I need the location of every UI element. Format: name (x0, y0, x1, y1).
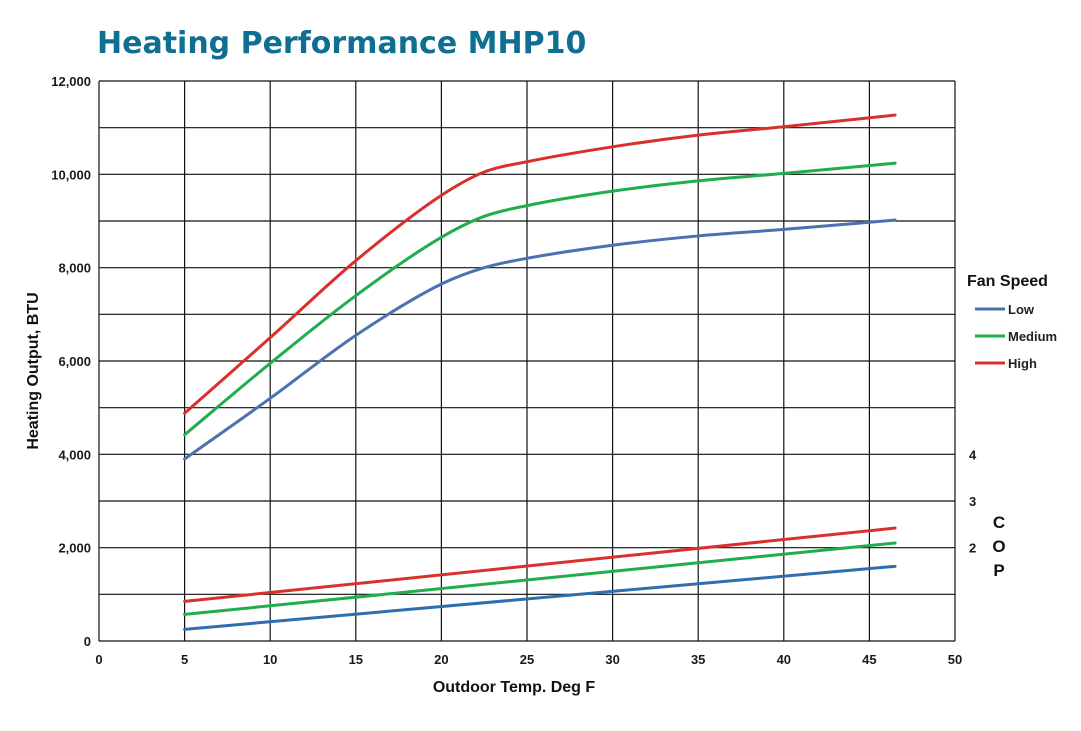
chart-axes: 0 5 10 15 20 25 30 35 40 45 50 0 2,000 4,000 6,000 8,00… (25, 74, 1006, 696)
y-tick-label: 6,000 (58, 354, 91, 369)
x-tick-label: 20 (434, 652, 448, 667)
y-tick-label: 8,000 (58, 261, 91, 276)
series-line-medium-btu (183, 161, 897, 437)
x-tick-label: 50 (948, 652, 962, 667)
y-axis-title: Heating Output, BTU (25, 292, 42, 449)
chart-legend: Fan Speed Low Medium High (967, 273, 1057, 371)
x-tick-label: 30 (605, 652, 619, 667)
series-line-medium-cop (183, 541, 897, 616)
y-tick-label: 10,000 (51, 167, 91, 182)
x-tick-label: 5 (181, 652, 188, 667)
x-tick-label: 25 (520, 652, 534, 667)
cop-tick-label: 4 (969, 447, 977, 462)
legend-label-high: High (1008, 356, 1037, 371)
x-tick-label: 45 (862, 652, 876, 667)
cop-axis-title-letter: C (993, 513, 1005, 532)
series-line-low-cop (183, 564, 897, 631)
legend-title: Fan Speed (967, 273, 1048, 290)
chart-grid (98, 80, 956, 642)
cop-axis-title-letter: P (993, 561, 1004, 580)
x-tick-label: 15 (349, 652, 363, 667)
x-axis-title: Outdoor Temp. Deg F (433, 679, 596, 696)
legend-label-medium: Medium (1008, 329, 1057, 344)
cop-tick-label: 3 (969, 494, 976, 509)
series-line-high-btu (183, 113, 897, 415)
y-tick-label: 0 (84, 634, 91, 649)
y-tick-label: 12,000 (51, 74, 91, 89)
series-line-low-btu (183, 218, 897, 461)
y-tick-label: 4,000 (58, 447, 91, 462)
x-tick-label: 40 (777, 652, 791, 667)
cop-tick-label: 2 (969, 541, 976, 556)
chart-title: Heating Performance MHP10 (97, 26, 586, 61)
x-tick-label: 10 (263, 652, 277, 667)
legend-label-low: Low (1008, 302, 1035, 317)
cop-axis-title-letter: O (992, 537, 1005, 556)
y-tick-label: 2,000 (58, 541, 91, 556)
x-tick-label: 35 (691, 652, 705, 667)
x-tick-label: 0 (95, 652, 102, 667)
series-line-high-cop (183, 526, 897, 603)
chart-series (183, 113, 897, 631)
